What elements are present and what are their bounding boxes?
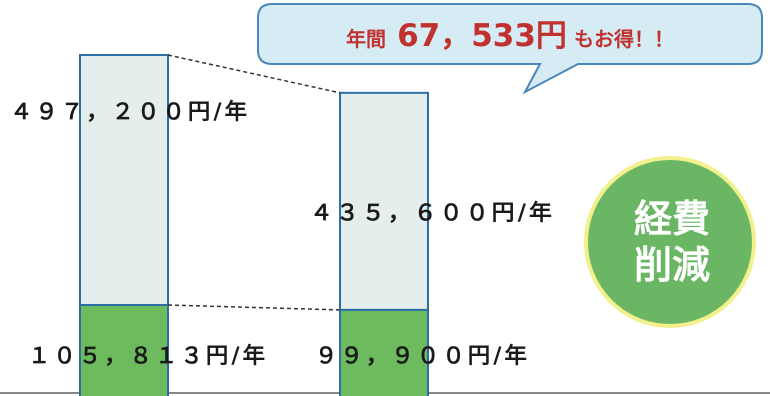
label-before-top: ４９７，２００円/年: [10, 99, 250, 125]
badge-line-2: 削減: [634, 243, 710, 287]
callout-text: 年間 67，533円 もお得！！: [346, 18, 674, 54]
label-after-top: ４３５，６００円/年: [310, 200, 555, 226]
bar-after-top-segment: [339, 91, 429, 311]
bar-before-bottom-segment: [79, 304, 169, 396]
badge-circle: [584, 156, 756, 328]
bar-after-bottom-segment: [339, 308, 429, 396]
label-after-bottom: ９９，９００円/年: [315, 343, 530, 369]
callout-bubble: [257, 3, 763, 95]
savings-callout: 年間 67，533円 もお得！！: [257, 3, 763, 95]
connector-line-top: [167, 54, 341, 94]
cost-reduction-badge: 経費 削減: [584, 156, 756, 328]
connector-line-middle: [167, 304, 341, 311]
bar-before-top-segment: [79, 54, 169, 306]
badge-line-1: 経費: [634, 197, 710, 241]
label-before-bottom: １０５，８１３円/年: [28, 343, 268, 369]
